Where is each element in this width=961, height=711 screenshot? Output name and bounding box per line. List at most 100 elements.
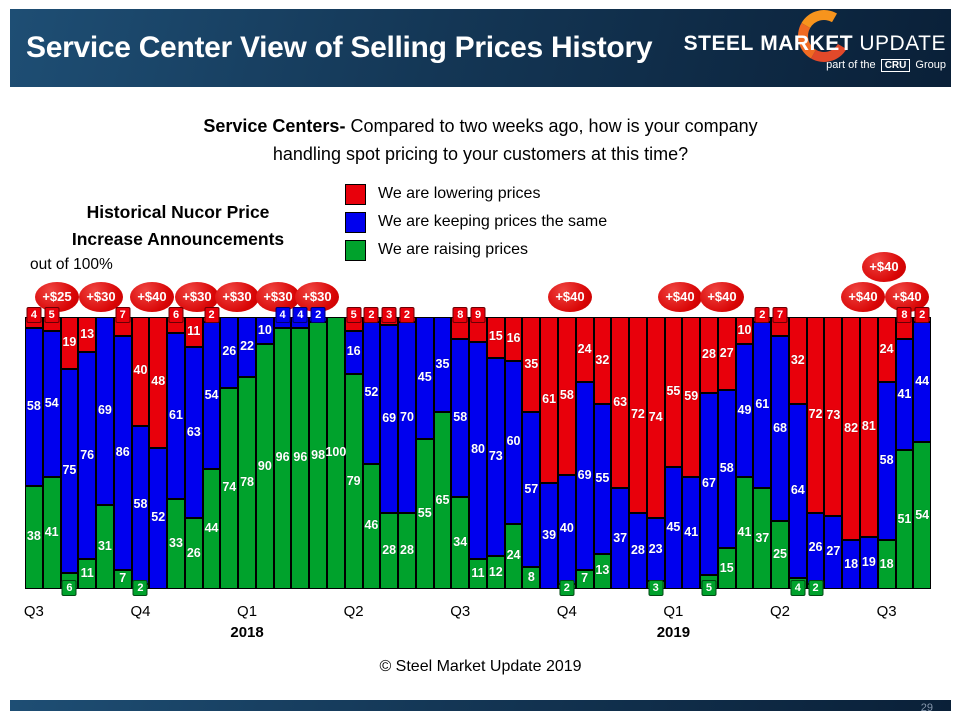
bar-40-segment-same (717, 390, 736, 549)
bar-26-segment-raising (469, 559, 487, 589)
bar-4-segment-lowering (78, 317, 97, 353)
bar-20-segment-raising (362, 463, 381, 589)
bar-20: 2 52 46 (362, 307, 381, 589)
bar-24: 35 65 (433, 317, 452, 589)
nucor-announcement-badge-11: +$40 (862, 252, 906, 282)
bar-7-segment-lowering (131, 317, 150, 426)
bar-25-label-same: 58 (453, 409, 468, 424)
x-tick-q4-bar7: Q4 (130, 603, 151, 620)
survey-question-line1: Service Centers- Compared to two weeks a… (0, 112, 961, 140)
bar-31: 58 40 2 (557, 317, 576, 596)
bar-15-label-raising: 96 (275, 450, 290, 465)
bar-48-segment-same (859, 537, 878, 589)
bar-17-label-same: 2 (310, 307, 326, 323)
bar-6-label-raising: 7 (119, 571, 127, 586)
scale-note: out of 100% (30, 256, 113, 273)
bar-1-label-same: 58 (26, 398, 41, 413)
smu-logo: STEEL MARKET UPDATE part of the CRU Grou… (684, 32, 946, 72)
bar-32-segment-same (575, 382, 594, 570)
bar-9-label-lowering: 6 (168, 307, 184, 323)
bar-34-segment-lowering (611, 317, 630, 489)
bar-21: 3 69 28 (380, 307, 399, 589)
bar-41-label-same: 49 (737, 402, 752, 417)
cru-box: CRU (880, 59, 911, 72)
bar-1-segment-same (25, 327, 43, 486)
bar-26-segment-same (469, 341, 487, 560)
stacked-bar-chart: 4 58 38 5 54 41 19 75 6 13 76 11 69 31 7 86 7 40 58 2 48 52 6 6… (25, 307, 932, 596)
bar-24-label-same: 35 (435, 356, 450, 371)
bar-43: 7 68 25 (771, 307, 789, 589)
bar-5-label-raising: 31 (97, 538, 112, 553)
bar-29-label-lowering: 35 (524, 356, 539, 371)
bar-45-label-same: 26 (808, 540, 823, 555)
bar-28: 16 60 24 (504, 317, 523, 589)
legend-label-lowering: We are lowering prices (378, 185, 541, 202)
bar-44-segment-lowering (788, 317, 807, 405)
bar-12-segment-same (220, 317, 239, 388)
bar-45-label-lowering: 72 (808, 406, 823, 421)
bar-15: 4 96 (273, 307, 292, 589)
bar-40-segment-lowering (717, 317, 736, 391)
bar-26-label-raising: 11 (471, 566, 485, 581)
nucor-announcement-badge-13: +$40 (885, 282, 929, 312)
bar-5: 69 31 (96, 317, 114, 589)
bar-17: 2 98 (309, 307, 328, 589)
bar-45-segment-lowering (806, 317, 825, 513)
bar-3-label-same: 75 (62, 462, 77, 477)
bar-13-segment-same (238, 317, 256, 377)
bar-4-label-raising: 11 (80, 566, 94, 581)
bar-11-label-same: 54 (204, 387, 219, 402)
bar-2: 5 54 41 (42, 307, 61, 589)
bar-48: 81 19 (859, 317, 878, 589)
bar-7-label-same: 58 (133, 496, 148, 511)
footer-bar: 29 (10, 700, 951, 711)
bar-36-label-raising: 3 (648, 580, 664, 596)
bar-6-label-same: 86 (115, 445, 130, 459)
bar-8: 48 52 (149, 317, 168, 589)
bar-43-label-lowering: 7 (772, 307, 788, 323)
bar-1: 4 58 38 (25, 307, 43, 589)
bar-49-segment-same (877, 382, 896, 541)
bar-30: 61 39 (540, 317, 558, 589)
nucor-announcement-badge-2: +$30 (79, 282, 123, 312)
legend-label-same: We are keeping prices the same (378, 213, 608, 230)
bar-37-segment-lowering (664, 317, 683, 467)
bar-51-label-same: 44 (915, 374, 930, 389)
bar-36-label-same: 23 (648, 541, 663, 556)
bar-33-segment-lowering (593, 317, 612, 405)
bar-39-label-raising: 5 (701, 580, 717, 596)
bar-41-label-raising: 41 (737, 525, 752, 540)
nucor-announcement-badge-12: +$40 (841, 282, 885, 312)
bar-19-label-lowering: 5 (346, 307, 362, 323)
bar-32-label-raising: 7 (581, 571, 589, 586)
bar-14-segment-raising (255, 344, 274, 589)
bar-10-segment-same (184, 346, 203, 519)
x-tick-q3-bar1: Q3 (23, 603, 44, 620)
bar-42: 2 61 37 (753, 307, 772, 589)
bar-40-label-same: 58 (719, 461, 734, 476)
bar-20-label-raising: 46 (364, 518, 379, 533)
bar-31-label-same: 40 (559, 521, 574, 536)
bar-9: 6 61 33 (167, 307, 185, 589)
x-tick-q3-bar25: Q3 (450, 603, 471, 620)
bar-34-label-lowering: 63 (613, 394, 628, 409)
bar-9-segment-raising (167, 499, 185, 589)
tagline-suffix: Group (915, 59, 946, 71)
legend-swatch-lowering (345, 183, 366, 205)
bar-35-segment-same (629, 512, 647, 589)
smu-logo-tagline: part of the CRU Group (684, 59, 946, 72)
x-tick-q1-bar13: Q1 (237, 603, 258, 620)
bar-47-segment-same (842, 540, 860, 589)
bar-43-segment-same (771, 336, 789, 521)
bar-32-segment-lowering (575, 317, 594, 383)
bar-5-segment-raising (96, 504, 114, 589)
bar-28-segment-raising (504, 523, 523, 589)
legend-label-raising: We are raising prices (378, 241, 528, 258)
bar-19: 5 16 79 (344, 307, 363, 589)
x-tick-q2-bar43: Q2 (769, 603, 790, 620)
bar-43-label-raising: 25 (773, 547, 787, 561)
bar-46-label-lowering: 73 (826, 408, 841, 423)
bar-29-segment-lowering (522, 317, 541, 413)
bar-5-segment-same (96, 317, 114, 505)
